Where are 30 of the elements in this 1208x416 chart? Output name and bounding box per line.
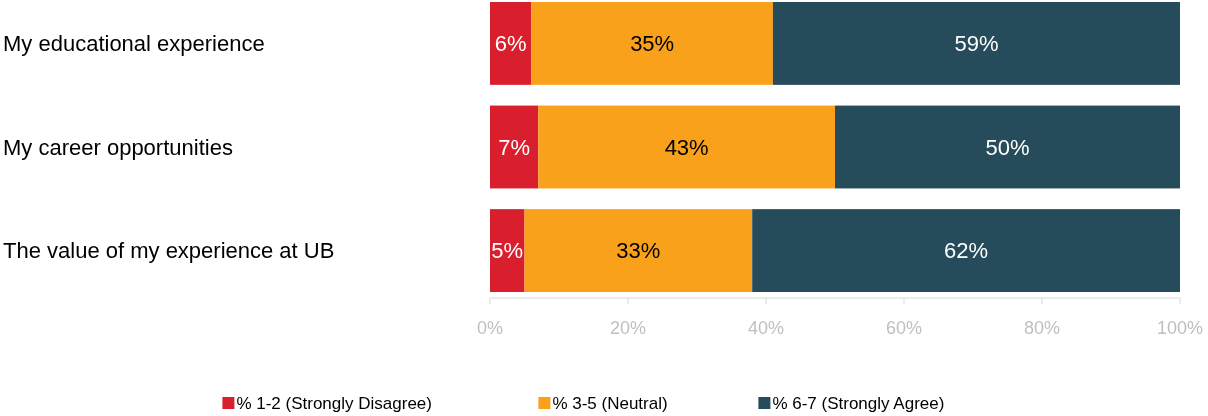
bar — [524, 209, 753, 292]
data-label: 35% — [630, 31, 675, 57]
x-tick-label: 60% — [885, 318, 923, 338]
bar — [538, 105, 835, 189]
x-tick-label: 80% — [1023, 318, 1061, 338]
data-label: 50% — [985, 134, 1030, 160]
bar — [531, 2, 773, 85]
data-label: 33% — [616, 238, 661, 264]
data-label: 7% — [498, 134, 531, 160]
legend-label: % 1-2 (Strongly Disagree) — [236, 393, 432, 413]
bar — [772, 2, 1180, 85]
x-tick-label: 20% — [609, 318, 647, 338]
data-label: 62% — [944, 238, 989, 264]
data-label: 5% — [491, 238, 524, 264]
bar — [752, 209, 1180, 292]
bar — [490, 2, 532, 85]
x-tick-label: 0% — [476, 318, 504, 338]
data-label: 43% — [664, 134, 709, 160]
data-label: 6% — [494, 31, 527, 57]
x-tick-label: 100% — [1156, 318, 1204, 338]
y-tick-label: My career opportunities — [3, 134, 233, 160]
legend-label: % 3-5 (Neutral) — [552, 393, 668, 413]
x-tick-label: 40% — [747, 318, 785, 338]
bar — [835, 105, 1180, 189]
data-label: 59% — [954, 31, 999, 57]
legend-label: % 6-7 (Strongly Agree) — [772, 393, 945, 413]
bar — [490, 105, 539, 189]
y-tick-label: My educational experience — [3, 31, 265, 57]
y-tick-label: The value of my experience at UB — [3, 238, 335, 264]
bar — [490, 209, 525, 292]
